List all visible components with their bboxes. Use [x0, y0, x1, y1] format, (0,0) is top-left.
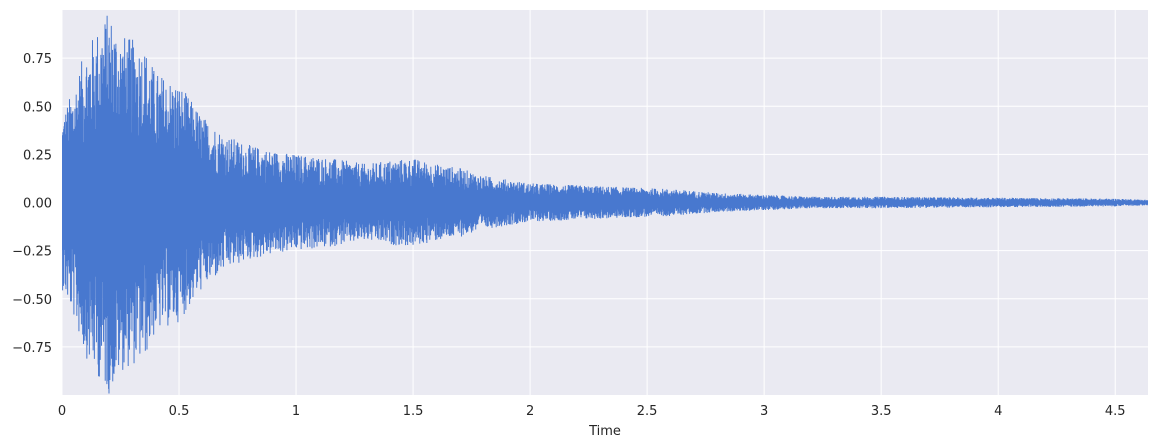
waveform-line	[62, 15, 1148, 394]
y-tick-label: 0.75	[23, 52, 52, 67]
x-tick-label: 3	[760, 404, 768, 419]
x-tick-label: 4.5	[1105, 404, 1126, 419]
x-tick-label: 0.5	[169, 404, 190, 419]
y-tick-label: 0.00	[23, 197, 52, 212]
y-axis-ticks: 0.75 0.50 0.25 0.00 −0.25 −0.50 −0.75	[12, 52, 52, 356]
x-tick-label: 3.5	[871, 404, 892, 419]
x-axis-label: Time	[588, 424, 621, 439]
x-tick-label: 2	[526, 404, 534, 419]
x-tick-label: 2.5	[637, 404, 658, 419]
waveform-series	[62, 15, 1148, 394]
x-tick-label: 1	[292, 404, 300, 419]
x-tick-label: 0	[58, 404, 66, 419]
y-tick-label: −0.25	[12, 245, 52, 260]
y-tick-label: −0.75	[12, 341, 52, 356]
y-tick-label: 0.50	[23, 100, 52, 115]
y-tick-label: 0.25	[23, 148, 52, 163]
y-tick-label: −0.50	[12, 293, 52, 308]
x-axis-ticks: 0 0.5 1 1.5 2 2.5 3 3.5 4 4.5	[58, 404, 1126, 419]
x-tick-label: 1.5	[403, 404, 424, 419]
x-tick-label: 4	[994, 404, 1002, 419]
